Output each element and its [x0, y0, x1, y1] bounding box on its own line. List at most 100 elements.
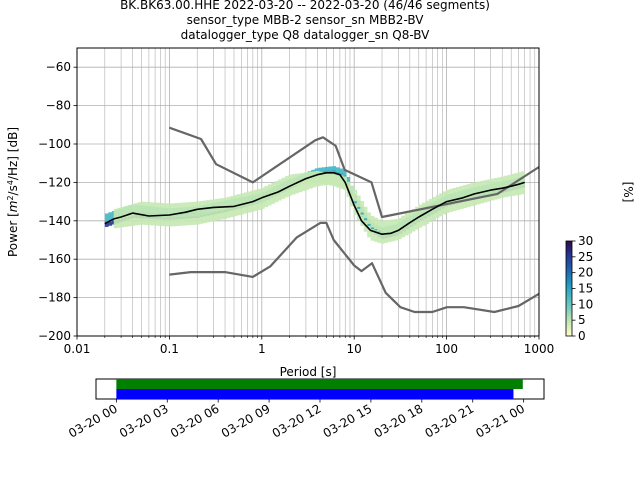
density-cell: [425, 200, 430, 213]
density-cell: [339, 168, 344, 179]
density-cell: [514, 183, 519, 196]
density-cell: [374, 224, 379, 235]
density-cell: [223, 197, 228, 210]
density-cell: [428, 198, 433, 211]
y-tick-label: −60: [46, 60, 71, 74]
density-cell: [452, 199, 457, 211]
coverage-bars: [116, 379, 523, 399]
density-cell: [185, 213, 190, 226]
x-tick-label: 1000: [524, 342, 555, 356]
y-tick-label: −180: [38, 291, 71, 305]
density-cell: [466, 195, 471, 208]
timeline-tick-label: 03-20 15: [321, 401, 375, 440]
x-axis-label: Period [s]: [280, 365, 337, 379]
timeline-tick-label: 03-21 00: [473, 401, 527, 440]
density-cell: [421, 214, 426, 226]
density-cell: [165, 214, 169, 227]
density-cell: [469, 194, 474, 207]
density-cell: [370, 222, 375, 233]
density-cell: [473, 193, 478, 206]
density-cell: [206, 200, 210, 212]
density-cell: [415, 218, 419, 230]
y-axis-label: Power [m2/s4/Hz] [dB]: [6, 127, 21, 257]
density-cell: [104, 221, 109, 227]
density-cell: [439, 204, 443, 217]
density-cell: [380, 232, 385, 244]
density-cell: [391, 229, 395, 242]
mode-curve-group: [104, 172, 525, 235]
density-cell: [144, 201, 149, 214]
density-cell: [178, 202, 183, 215]
colorbar-tick-label: 15: [578, 282, 593, 296]
colorbar-tick-label: 20: [578, 266, 593, 280]
density-cell: [137, 202, 142, 214]
density-cell: [298, 180, 303, 193]
density-cell: [377, 219, 382, 231]
density-cell: [387, 230, 392, 243]
density-cell: [192, 213, 197, 225]
density-cell: [161, 214, 166, 227]
y-tick-label: −100: [38, 137, 71, 151]
density-cell: [469, 183, 474, 195]
density-cell: [117, 207, 121, 220]
x-tick-label: 1: [258, 342, 266, 356]
density-cell: [182, 202, 186, 215]
y-tick-label: −80: [46, 99, 71, 113]
density-cell: [288, 184, 293, 196]
density-cell: [332, 166, 337, 176]
density-cell: [148, 213, 152, 226]
density-cell: [328, 166, 333, 177]
density-cell: [418, 216, 423, 228]
density-cell: [442, 191, 447, 203]
density-cell: [370, 229, 375, 241]
density-cell: [504, 175, 508, 188]
psd-plot-area: 0.01 0.1 1 10 100 1000 −200 −180 −160 −140 −120 −1…: [6, 47, 555, 379]
density-cell: [408, 211, 412, 223]
density-cell: [209, 210, 214, 222]
density-cell: [124, 205, 128, 218]
density-cell: [141, 213, 145, 225]
density-cell: [367, 225, 371, 238]
density-cell: [504, 185, 508, 198]
density-cell: [342, 169, 347, 180]
density-cell: [175, 202, 180, 215]
density-cell: [291, 174, 296, 186]
density-cell: [500, 176, 505, 189]
density-cell: [367, 212, 371, 224]
coverage-bar: [116, 379, 523, 389]
density-cell: [476, 181, 481, 194]
density-cell: [507, 185, 512, 197]
density-cell: [435, 206, 440, 219]
density-cell: [240, 193, 245, 205]
density-cell: [404, 223, 409, 236]
density-cell: [445, 201, 450, 213]
density-cell: [466, 184, 471, 196]
density-cell: [339, 177, 344, 189]
density-cell: [171, 214, 176, 227]
density-cell: [213, 209, 217, 222]
density-cell: [411, 208, 416, 221]
x-tick-label: 0.1: [160, 342, 179, 356]
density-cell: [439, 193, 443, 205]
density-cell: [104, 213, 109, 224]
density-cell: [113, 216, 118, 229]
density-cell: [329, 174, 334, 186]
density-cell: [254, 189, 258, 202]
density-cell: [295, 173, 299, 186]
density-cell: [411, 219, 416, 232]
density-cell: [288, 174, 293, 187]
density-cell: [353, 189, 358, 202]
density-cell: [401, 225, 406, 238]
density-cell: [377, 231, 382, 243]
density-cell: [374, 217, 378, 230]
density-cell: [315, 170, 320, 183]
density-cell: [312, 171, 317, 183]
density-cell: [449, 188, 454, 201]
density-cell: [432, 208, 436, 221]
density-cell: [247, 201, 252, 213]
density-cell: [278, 189, 282, 201]
density-cell: [124, 215, 128, 227]
density-cell: [178, 214, 183, 226]
